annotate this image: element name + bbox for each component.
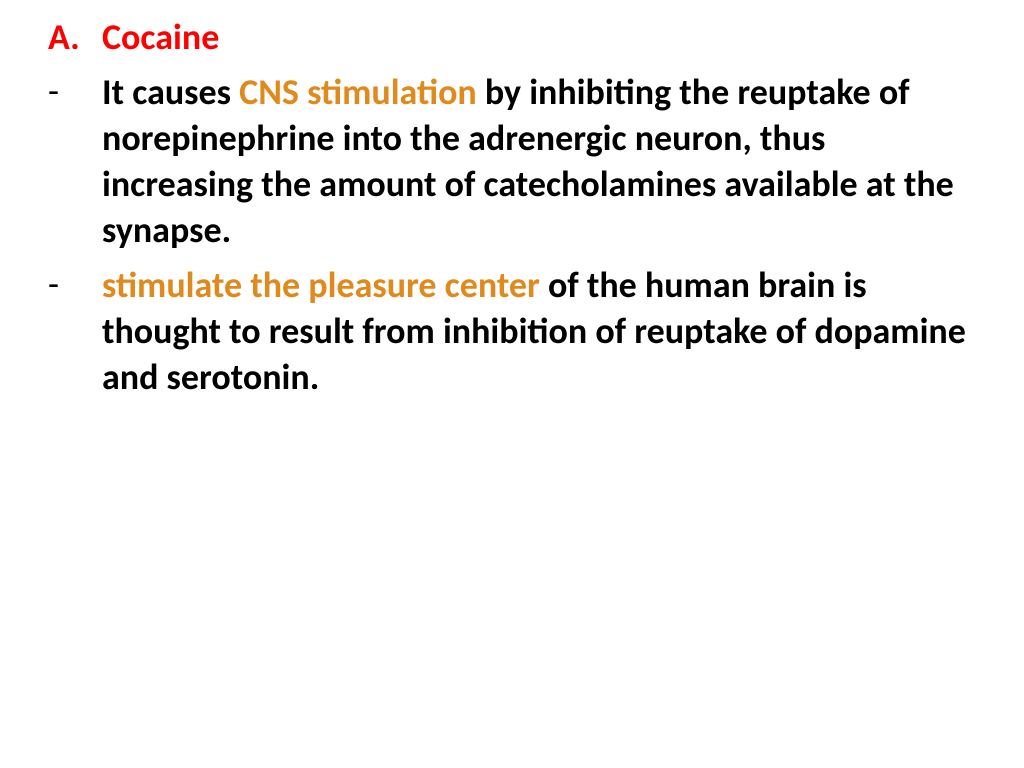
- bullet-body: It causes CNS stimulation by inhibiting …: [102, 69, 976, 253]
- bullet-marker: -: [48, 262, 102, 307]
- bullet-segment-highlight: CNS stimulation: [239, 70, 485, 114]
- bullet-row: - stimulate the pleasure center of the h…: [48, 262, 976, 400]
- bullet-marker: -: [48, 69, 102, 114]
- heading-row: A. Cocaine: [48, 16, 976, 59]
- slide: A. Cocaine - It causes CNS stimulation b…: [0, 0, 1024, 768]
- bullet-segment-highlight: stimulate the pleasure center: [102, 263, 548, 307]
- heading-marker: A.: [48, 16, 102, 59]
- bullet-row: - It causes CNS stimulation by inhibitin…: [48, 69, 976, 253]
- heading-text: Cocaine: [102, 16, 219, 59]
- bullet-segment: It causes: [102, 70, 239, 114]
- bullet-body: stimulate the pleasure center of the hum…: [102, 262, 976, 400]
